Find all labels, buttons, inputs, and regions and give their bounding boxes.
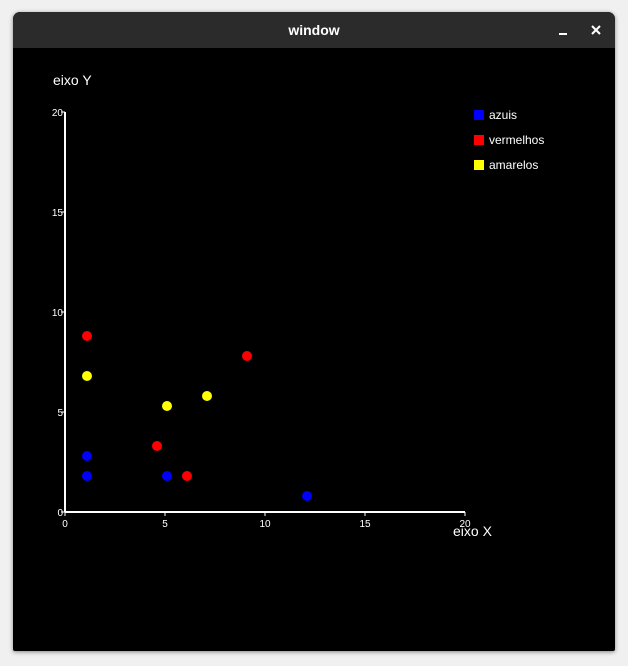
scatter-point-vermelhos (82, 331, 92, 341)
y-tick-label: 5 (57, 408, 63, 419)
minimize-button[interactable] (551, 18, 575, 42)
scatter-point-azuis (162, 471, 172, 481)
y-tick-label: 20 (52, 108, 64, 119)
legend-label: amarelos (489, 158, 538, 172)
scatter-point-vermelhos (242, 351, 252, 361)
scatter-point-amarelos (162, 401, 172, 411)
x-tick-label: 10 (259, 519, 271, 530)
scatter-point-vermelhos (182, 471, 192, 481)
y-tick-label: 0 (57, 508, 63, 519)
x-tick-label: 15 (359, 519, 371, 530)
close-button[interactable] (584, 18, 608, 42)
legend-label: vermelhos (489, 133, 544, 147)
app-window: window eixo Y eixo X 0 5 10 15 20 0 5 10 15 20 a… (13, 12, 615, 651)
legend-swatch (474, 160, 484, 170)
scatter-point-azuis (302, 491, 312, 501)
legend: azuis vermelhos amarelos (474, 108, 544, 172)
legend-label: azuis (489, 108, 517, 122)
x-axis-label: eixo X (453, 523, 493, 539)
scatter-point-amarelos (202, 391, 212, 401)
legend-swatch (474, 135, 484, 145)
scatter-point-azuis (82, 451, 92, 461)
x-tick-label: 5 (162, 519, 168, 530)
scatter-point-amarelos (82, 371, 92, 381)
y-tick-label: 15 (52, 208, 64, 219)
x-tick-label: 0 (62, 519, 68, 530)
x-tick-label: 20 (459, 519, 471, 530)
close-icon (591, 25, 601, 35)
x-ticks: 0 5 10 15 20 (62, 512, 471, 530)
scatter-point-azuis (82, 471, 92, 481)
minimize-icon (559, 33, 567, 35)
y-ticks: 0 5 10 15 20 (52, 108, 65, 519)
data-points (82, 331, 312, 501)
legend-swatch (474, 110, 484, 120)
scatter-chart: eixo Y eixo X 0 5 10 15 20 0 5 10 15 20 azuis ver… (52, 72, 544, 539)
titlebar[interactable]: window (13, 12, 615, 48)
scatter-point-vermelhos (152, 441, 162, 451)
y-axis-label: eixo Y (53, 72, 92, 88)
y-tick-label: 10 (52, 308, 64, 319)
window-title: window (288, 22, 340, 38)
